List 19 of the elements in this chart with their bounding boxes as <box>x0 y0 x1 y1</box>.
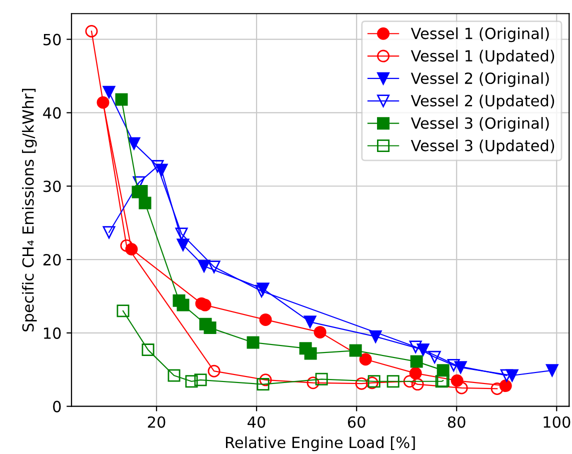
x-tick-label: 80 <box>448 416 466 428</box>
y-tick-label: 40 <box>43 107 61 119</box>
legend-label: Vessel 2 (Original) <box>410 72 549 88</box>
legend-label: Vessel 1 (Updated) <box>410 50 554 65</box>
y-tick-label: 0 <box>53 400 61 412</box>
legend-label: Vessel 3 (Updated) <box>410 139 554 154</box>
legend-label: Vessel 3 (Original) <box>410 117 549 132</box>
x-axis-title: Relative Engine Load [%] <box>226 436 415 452</box>
x-tick-label: 100 <box>544 416 570 428</box>
y-tick-label: 10 <box>44 327 61 339</box>
legend-label: Vessel 1 (Original) <box>410 27 549 42</box>
y-tick-label: 50 <box>44 34 61 46</box>
y-tick-label: 30 <box>44 180 61 192</box>
x-tick-label: 20 <box>148 416 166 428</box>
x-tick-label: 40 <box>248 416 266 428</box>
x-tick-label: 60 <box>348 416 366 428</box>
y-axis-title: Specific CH₄ Emissions [g/kWhr] <box>22 88 37 332</box>
legend-label: Vessel 2 (Updated) <box>410 94 554 110</box>
y-tick-label: 20 <box>43 254 61 266</box>
